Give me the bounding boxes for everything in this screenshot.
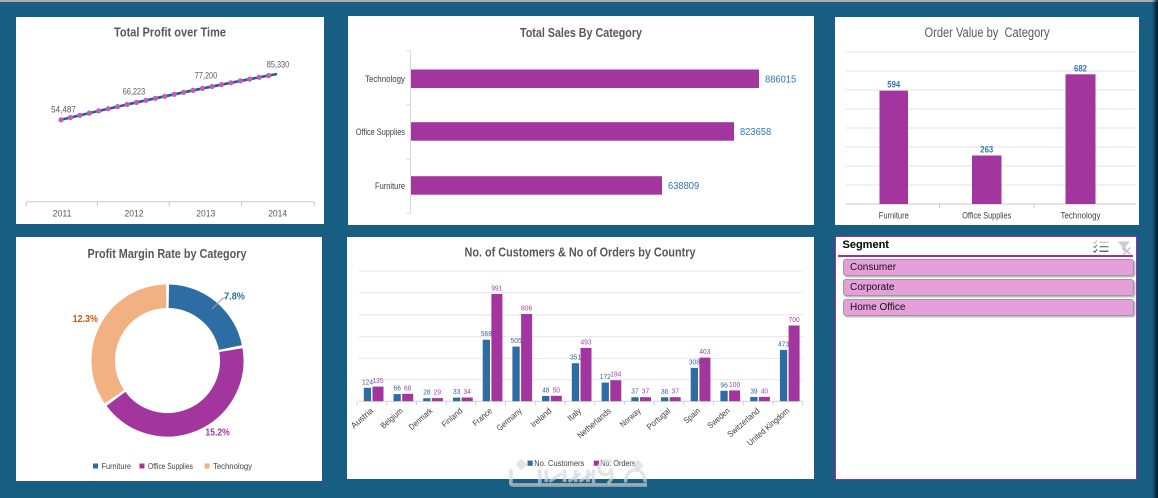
svg-text:505: 505 bbox=[511, 338, 522, 345]
svg-text:Total Profit over Time: Total Profit over Time bbox=[114, 26, 226, 40]
svg-text:Ireland: Ireland bbox=[528, 406, 553, 430]
svg-text:700: 700 bbox=[789, 317, 800, 324]
svg-text:France: France bbox=[470, 406, 494, 429]
svg-text:Furniture: Furniture bbox=[102, 461, 132, 471]
svg-text:No. of Customers & No of Order: No. of Customers & No of Orders by Count… bbox=[465, 246, 696, 260]
svg-text:403: 403 bbox=[699, 349, 710, 356]
svg-text:194: 194 bbox=[610, 372, 621, 379]
svg-text:28: 28 bbox=[423, 390, 430, 397]
svg-text:Office Supplies: Office Supplies bbox=[962, 211, 1011, 221]
svg-text:Austria: Austria bbox=[349, 405, 376, 430]
svg-text:29: 29 bbox=[434, 390, 441, 397]
svg-text:594: 594 bbox=[887, 80, 900, 90]
svg-text:96: 96 bbox=[720, 382, 727, 389]
svg-text:34: 34 bbox=[464, 389, 471, 396]
svg-text:2013: 2013 bbox=[196, 209, 215, 219]
svg-text:33: 33 bbox=[453, 389, 460, 396]
svg-text:263: 263 bbox=[980, 145, 993, 155]
svg-text:68: 68 bbox=[404, 385, 411, 392]
svg-text:886015: 886015 bbox=[765, 73, 796, 85]
svg-text:36: 36 bbox=[661, 389, 668, 396]
svg-text:2014: 2014 bbox=[268, 209, 287, 219]
svg-text:308: 308 bbox=[689, 359, 700, 366]
svg-text:Total Sales By Category: Total Sales By Category bbox=[520, 26, 642, 40]
svg-text:Office Supplies: Office Supplies bbox=[356, 127, 406, 137]
svg-text:638809: 638809 bbox=[668, 180, 699, 192]
svg-text:682: 682 bbox=[1074, 63, 1087, 73]
svg-text:473: 473 bbox=[778, 342, 789, 349]
svg-text:2011: 2011 bbox=[53, 209, 72, 219]
svg-text:Profit Margin Rate by Category: Profit Margin Rate by Category bbox=[88, 247, 247, 261]
svg-text:351: 351 bbox=[570, 355, 581, 362]
svg-text:991: 991 bbox=[491, 286, 502, 293]
svg-text:77,200: 77,200 bbox=[195, 71, 217, 81]
svg-text:40: 40 bbox=[761, 388, 768, 395]
svg-text:Germany: Germany bbox=[494, 405, 524, 433]
svg-text:7.8%: 7.8% bbox=[224, 292, 245, 303]
svg-text:568: 568 bbox=[481, 331, 492, 338]
svg-text:15.2%: 15.2% bbox=[205, 428, 229, 439]
svg-text:Norway: Norway bbox=[618, 405, 643, 429]
svg-text:66: 66 bbox=[394, 386, 401, 393]
svg-text:48: 48 bbox=[542, 388, 549, 395]
svg-text:85,330: 85,330 bbox=[267, 60, 289, 70]
svg-text:806: 806 bbox=[521, 306, 532, 313]
svg-text:54,487: 54,487 bbox=[51, 105, 76, 115]
svg-text:Italy: Italy bbox=[565, 405, 583, 423]
svg-text:172: 172 bbox=[600, 374, 611, 381]
svg-text:2012: 2012 bbox=[125, 209, 144, 219]
svg-text:100: 100 bbox=[729, 382, 740, 389]
svg-text:Sweden: Sweden bbox=[705, 406, 732, 431]
svg-text:37: 37 bbox=[642, 389, 649, 396]
svg-text:Technology: Technology bbox=[365, 74, 406, 84]
svg-text:Denmark: Denmark bbox=[407, 405, 435, 431]
svg-text:Belgium: Belgium bbox=[378, 406, 404, 431]
svg-text:39: 39 bbox=[750, 389, 757, 396]
svg-text:No. Orders: No. Orders bbox=[600, 459, 635, 468]
svg-text:Order Value by Category: Order Value by Category bbox=[925, 25, 1050, 40]
svg-text:493: 493 bbox=[580, 339, 591, 346]
svg-text:50: 50 bbox=[553, 387, 560, 394]
svg-text:No. Customers: No. Customers bbox=[534, 459, 584, 468]
svg-text:37: 37 bbox=[672, 389, 679, 396]
svg-text:37: 37 bbox=[631, 389, 638, 396]
svg-text:Finland: Finland bbox=[439, 406, 464, 430]
svg-text:823658: 823658 bbox=[740, 126, 771, 138]
svg-text:124: 124 bbox=[362, 379, 373, 386]
svg-text:Technology: Technology bbox=[1061, 211, 1101, 221]
svg-text:66,223: 66,223 bbox=[123, 87, 145, 97]
svg-text:Spain: Spain bbox=[681, 406, 702, 426]
svg-text:Office Supplies: Office Supplies bbox=[148, 461, 193, 471]
svg-text:Furniture: Furniture bbox=[375, 181, 405, 191]
svg-text:135: 135 bbox=[372, 378, 383, 385]
svg-text:Portugal: Portugal bbox=[644, 406, 672, 432]
svg-text:Furniture: Furniture bbox=[879, 211, 909, 221]
svg-text:Technology: Technology bbox=[213, 461, 253, 471]
svg-text:12.3%: 12.3% bbox=[73, 314, 98, 325]
